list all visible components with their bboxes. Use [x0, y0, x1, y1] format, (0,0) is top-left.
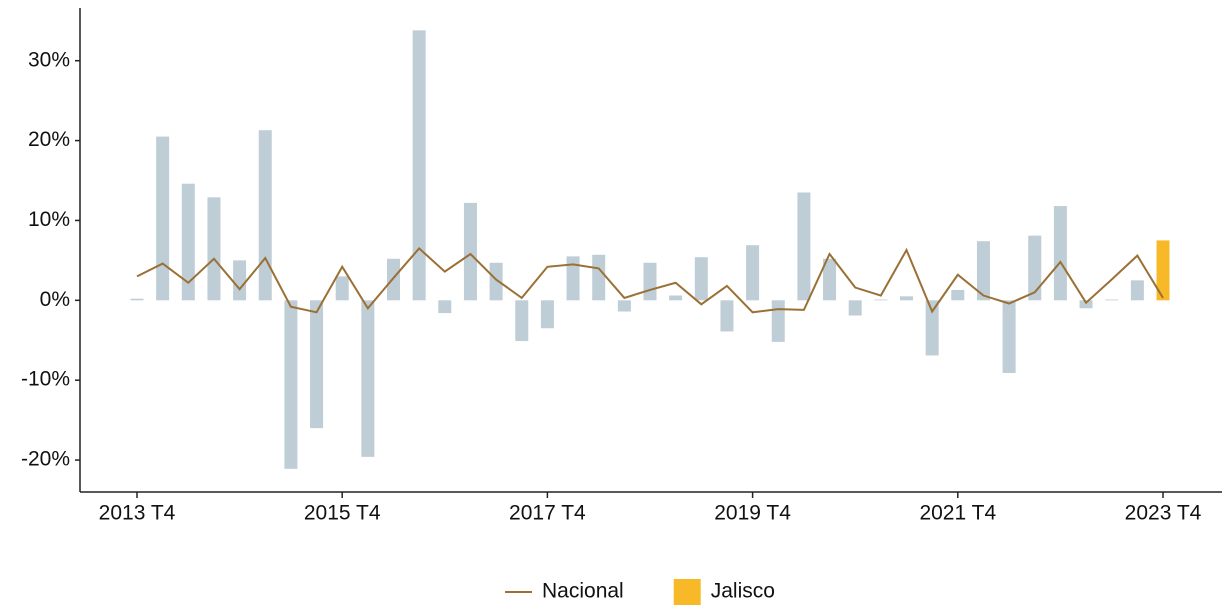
bar — [951, 289, 965, 301]
bar — [489, 262, 503, 301]
bar — [797, 192, 811, 301]
x-tick-label: 2015 T4 — [304, 502, 381, 525]
bar — [925, 300, 939, 356]
bar — [284, 300, 298, 469]
bar — [617, 300, 631, 312]
bar — [181, 183, 195, 301]
bar — [438, 300, 452, 314]
bar — [900, 296, 913, 301]
bar — [258, 130, 272, 301]
x-tick-label: 2017 T4 — [509, 502, 586, 525]
bar — [130, 298, 144, 301]
bar — [592, 254, 606, 301]
bar — [1079, 300, 1093, 309]
legend-swatch — [673, 579, 701, 605]
bar — [823, 258, 837, 301]
x-tick-label: 2021 T4 — [919, 502, 996, 525]
bar — [515, 300, 529, 342]
x-tick-label: 2013 T4 — [99, 502, 176, 525]
bar — [361, 300, 375, 457]
x-tick-label: 2023 T4 — [1125, 502, 1202, 525]
bar — [387, 258, 400, 301]
bar — [720, 300, 734, 332]
y-tick-label: 0% — [40, 288, 70, 311]
bar — [643, 262, 657, 301]
bar — [310, 300, 324, 429]
bar — [540, 300, 554, 329]
y-tick-label: 10% — [28, 208, 70, 231]
bar — [463, 202, 477, 301]
bar — [746, 245, 760, 301]
bar — [1028, 235, 1042, 301]
bar — [207, 197, 221, 301]
bar — [1105, 299, 1119, 301]
y-tick-label: 20% — [28, 128, 70, 151]
bar — [412, 30, 426, 301]
y-tick-label: 30% — [28, 48, 70, 71]
bar — [771, 300, 785, 342]
bar — [1002, 300, 1016, 373]
bar — [1130, 280, 1144, 301]
line — [136, 246, 1164, 314]
bar — [335, 276, 349, 301]
bar — [1053, 206, 1067, 301]
bar — [1156, 240, 1170, 301]
bar — [566, 256, 580, 301]
bar — [976, 241, 990, 301]
bar — [233, 260, 247, 301]
bar — [694, 257, 708, 301]
legend-label: Nacional — [542, 580, 624, 603]
bar — [669, 295, 683, 301]
bar — [848, 300, 862, 316]
y-tick-label: -10% — [21, 368, 70, 391]
y-tick-label: -20% — [21, 448, 70, 471]
legend-label: Jalisco — [711, 580, 775, 603]
x-tick-label: 2019 T4 — [714, 502, 791, 525]
bar — [156, 136, 170, 301]
bar — [874, 299, 888, 301]
